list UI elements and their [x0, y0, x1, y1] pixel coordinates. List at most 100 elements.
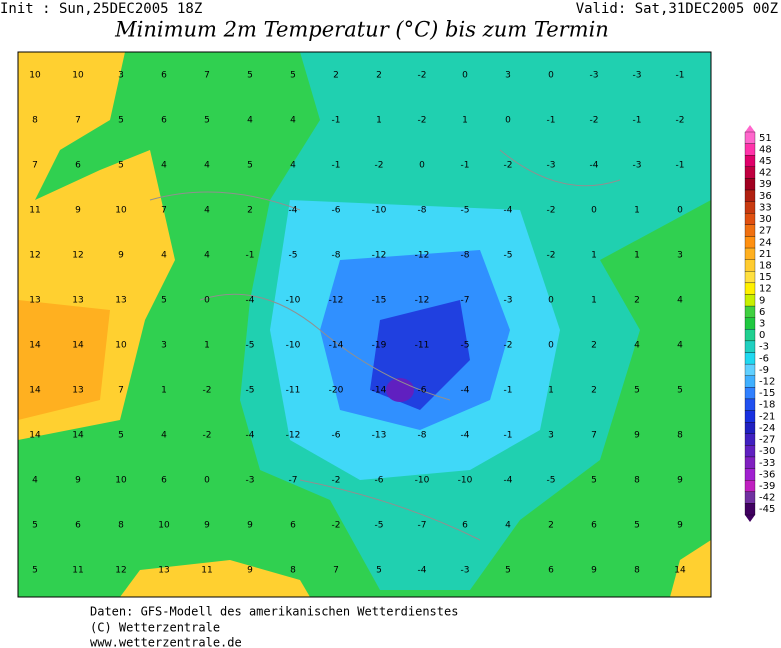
legend-swatch [744, 503, 756, 516]
legend-label: -45 [759, 504, 775, 515]
station-value: 0 [462, 71, 468, 81]
map-frame [17, 51, 712, 598]
station-value: 2 [333, 71, 339, 81]
station-value: -10 [372, 206, 387, 216]
station-value: 8 [634, 476, 640, 486]
station-value: 5 [290, 71, 296, 81]
station-value: -5 [246, 341, 255, 351]
station-value: 5 [505, 566, 511, 576]
station-value: 5 [591, 476, 597, 486]
legend-swatch [744, 445, 756, 458]
station-value: 9 [75, 206, 81, 216]
station-value: -4 [461, 431, 470, 441]
station-value: 6 [591, 521, 597, 531]
legend-swatch [744, 422, 756, 434]
station-value: -11 [286, 386, 301, 396]
station-value: 4 [204, 251, 210, 261]
station-value: -2 [418, 71, 427, 81]
legend-swatch [744, 213, 756, 225]
station-value: 14 [29, 431, 41, 441]
legend-swatch [744, 259, 756, 272]
legend-swatch [744, 352, 756, 365]
legend-label: 12 [759, 284, 772, 295]
station-value: 4 [161, 161, 167, 171]
station-value: 1 [634, 251, 640, 261]
station-value: 8 [677, 431, 683, 441]
station-value: 4 [677, 341, 683, 351]
legend-swatch [744, 178, 756, 191]
station-value: 14 [674, 566, 686, 576]
legend-swatch [744, 363, 756, 376]
legend-label: -27 [759, 435, 775, 446]
station-value: 6 [75, 521, 81, 531]
station-value: 5 [32, 521, 38, 531]
station-value: -2 [375, 161, 384, 171]
station-value: 4 [677, 296, 683, 306]
station-value: -4 [246, 431, 255, 441]
station-value: -7 [418, 521, 427, 531]
station-value: 5 [204, 116, 210, 126]
station-value: -12 [415, 296, 430, 306]
borders [149, 149, 621, 541]
station-value: 14 [29, 341, 41, 351]
station-value: -2 [203, 431, 212, 441]
legend-swatch [744, 166, 756, 179]
station-value: 4 [634, 341, 640, 351]
legend-label: -9 [759, 365, 769, 376]
map-title: Minimum 2m Temperatur (°C) bis zum Termi… [114, 18, 609, 42]
station-value: 1 [591, 251, 597, 261]
station-value: -5 [461, 206, 470, 216]
station-value: 8 [634, 566, 640, 576]
station-value: 11 [29, 206, 40, 216]
station-value: -10 [458, 476, 473, 486]
valid-time: Valid: Sat,31DEC2005 00Z [576, 1, 778, 17]
station-value: 14 [72, 341, 84, 351]
station-value: -4 [246, 296, 255, 306]
station-value: 6 [161, 116, 167, 126]
station-value: -1 [676, 71, 685, 81]
legend-label: 27 [759, 226, 772, 237]
station-value: 11 [72, 566, 83, 576]
legend-swatch [744, 305, 756, 318]
station-value: -6 [375, 476, 384, 486]
legend-label: 15 [759, 272, 772, 283]
station-value: -5 [461, 341, 470, 351]
warm-region-southeast [670, 540, 711, 597]
station-value: 4 [161, 251, 167, 261]
warm-region-south [120, 560, 310, 597]
station-value: 11 [201, 566, 212, 576]
station-value: 7 [591, 431, 597, 441]
station-value: -2 [547, 251, 556, 261]
station-value: -5 [547, 476, 556, 486]
legend-swatch [744, 491, 756, 504]
station-value: 7 [333, 566, 339, 576]
legend-label: -6 [759, 353, 769, 364]
station-value: 5 [161, 296, 167, 306]
legend-label: 48 [759, 144, 772, 155]
station-value: -11 [415, 341, 430, 351]
legend-swatch [744, 294, 756, 307]
station-value: 13 [115, 296, 126, 306]
map-field [17, 51, 712, 598]
legend-label: -18 [759, 400, 775, 411]
station-value: -3 [633, 161, 642, 171]
station-value: 8 [118, 521, 124, 531]
station-value: 6 [548, 566, 554, 576]
station-value: 9 [204, 521, 210, 531]
legend-swatch [744, 201, 756, 214]
station-value: 6 [161, 71, 167, 81]
legend-swatch [744, 271, 756, 284]
legend-swatch [744, 480, 756, 492]
legend-label: 3 [759, 319, 765, 330]
station-value: 9 [247, 566, 253, 576]
station-value: -1 [461, 161, 470, 171]
station-value: -3 [504, 296, 513, 306]
station-value: 0 [419, 161, 425, 171]
station-value: 1 [634, 206, 640, 216]
station-value: 6 [75, 161, 81, 171]
station-value: 7 [32, 161, 38, 171]
station-value: 0 [204, 476, 210, 486]
station-value: 13 [158, 566, 169, 576]
station-value: 2 [247, 206, 253, 216]
